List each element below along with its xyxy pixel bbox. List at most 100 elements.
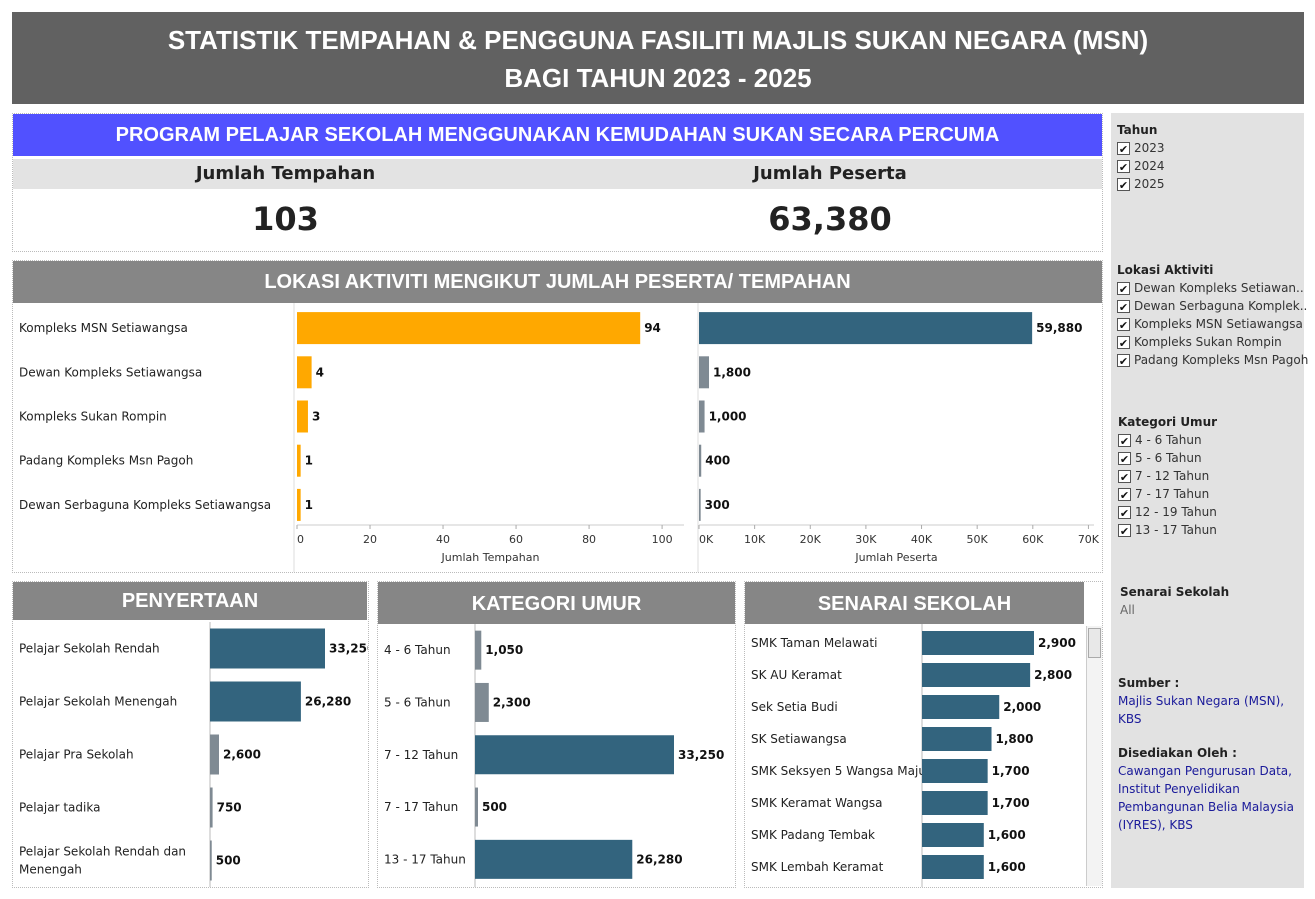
peserta-bar	[699, 488, 701, 521]
checkbox-checked-icon[interactable]: ✔	[1117, 159, 1130, 174]
sekolah-category-label: Sek Setia Budi	[751, 700, 838, 714]
tempahan-value-label: 4	[316, 365, 324, 379]
peserta-tick-label: 50K	[967, 533, 989, 546]
sekolah-bar	[922, 855, 984, 879]
penyertaan-value-label: 750	[217, 801, 242, 815]
filter-umur-item[interactable]: ✔ 7 - 12 Tahun	[1118, 467, 1217, 485]
filter-umur-item[interactable]: ✔ 7 - 17 Tahun	[1118, 485, 1217, 503]
umur-value-label: 500	[482, 800, 507, 814]
checkbox-checked-icon[interactable]: ✔	[1118, 451, 1131, 466]
umur-chart: 4 - 6 Tahun 1,050 5 - 6 Tahun 2,300 7 - 12 T…	[384, 624, 724, 887]
peserta-value-label: 1,800	[713, 365, 751, 379]
filter-tahun: Tahun ✔ 2023 ✔ 2024 ✔ 2025	[1117, 123, 1165, 193]
tempahan-category-label: Dewan Serbaguna Kompleks Setiawangsa	[19, 498, 271, 512]
filter-lokasi-item[interactable]: ✔ Dewan Serbaguna Komplek..	[1117, 297, 1308, 315]
checkbox-checked-icon[interactable]: ✔	[1117, 281, 1130, 296]
filter-lokasi-item[interactable]: ✔ Dewan Kompleks Setiawan..	[1117, 279, 1308, 297]
tempahan-category-label: Padang Kompleks Msn Pagoh	[19, 454, 193, 468]
peserta-value-label: 300	[705, 498, 730, 512]
filter-umur-item[interactable]: ✔ 5 - 6 Tahun	[1118, 449, 1217, 467]
checkbox-checked-icon[interactable]: ✔	[1118, 523, 1131, 538]
sekolah-bar	[922, 759, 988, 783]
umur-value-label: 1,050	[485, 643, 523, 657]
filter-umur-item[interactable]: ✔ 13 - 17 Tahun	[1118, 521, 1217, 539]
checkbox-checked-icon[interactable]: ✔	[1117, 177, 1130, 192]
lokasi-chart: Kompleks MSN Setiawangsa 94 Dewan Kompleks…	[19, 303, 1100, 572]
checkbox-checked-icon[interactable]: ✔	[1118, 433, 1131, 448]
umur-bar	[475, 682, 489, 722]
checkbox-checked-icon[interactable]: ✔	[1117, 353, 1130, 368]
lokasi-banner: LOKASI AKTIVITI MENGIKUT JUMLAH PESERTA/…	[13, 261, 1102, 303]
tempahan-tick-label: 60	[509, 533, 523, 546]
filter-item-label: Dewan Serbaguna Komplek..	[1134, 299, 1308, 313]
filter-sekolah-title: Senarai Sekolah	[1120, 585, 1230, 599]
tempahan-bar	[297, 488, 301, 521]
sekolah-bar	[922, 727, 992, 751]
peserta-tick-label: 60K	[1022, 533, 1044, 546]
checkbox-checked-icon[interactable]: ✔	[1118, 505, 1131, 520]
program-banner: PROGRAM PELAJAR SEKOLAH MENGGUNAKAN KEMU…	[13, 114, 1102, 156]
sekolah-value-label: 2,900	[1038, 636, 1076, 650]
scrollbar-thumb[interactable]	[1088, 628, 1101, 658]
filter-tahun-title: Tahun	[1117, 123, 1158, 137]
sekolah-category-label: SMK Padang Tembak	[751, 828, 875, 842]
program-kpi-panel: PROGRAM PELAJAR SEKOLAH MENGGUNAKAN KEMU…	[12, 113, 1103, 252]
penyertaan-category-label: Pelajar tadika	[19, 801, 100, 815]
tempahan-category-label: Dewan Kompleks Setiawangsa	[19, 365, 202, 379]
tempahan-value-label: 94	[644, 321, 661, 335]
peserta-value-label: 59,880	[1036, 321, 1082, 335]
checkbox-checked-icon[interactable]: ✔	[1117, 299, 1130, 314]
penyertaan-bar	[210, 734, 219, 775]
umur-value-label: 33,250	[678, 748, 724, 762]
peserta-label: Jumlah Peserta	[558, 159, 1102, 189]
filter-umur-item[interactable]: ✔ 4 - 6 Tahun	[1118, 431, 1217, 449]
tempahan-bar	[297, 312, 641, 345]
filter-tahun-item[interactable]: ✔ 2024	[1117, 157, 1165, 175]
filter-item-label: 4 - 6 Tahun	[1135, 433, 1202, 447]
filter-item-label: 12 - 19 Tahun	[1135, 505, 1217, 519]
filter-umur-item[interactable]: ✔ 12 - 19 Tahun	[1118, 503, 1217, 521]
sekolah-panel: SENARAI SEKOLAH SMK Taman Melawati 2,900 S…	[744, 581, 1103, 888]
filter-sekolah-value[interactable]: All	[1120, 603, 1135, 617]
sekolah-banner: SENARAI SEKOLAH	[745, 582, 1084, 624]
checkbox-checked-icon[interactable]: ✔	[1117, 141, 1130, 156]
umur-bar	[475, 735, 674, 775]
filter-lokasi-item[interactable]: ✔ Padang Kompleks Msn Pagoh	[1117, 351, 1308, 369]
source-value: Majlis Sukan Negara (MSN), KBS	[1118, 694, 1285, 726]
filter-lokasi-item[interactable]: ✔ Kompleks Sukan Rompin	[1117, 333, 1308, 351]
penyertaan-value-label: 2,600	[223, 748, 261, 762]
tempahan-axis-title: Jumlah Tempahan	[441, 551, 540, 564]
tempahan-tick-label: 0	[297, 533, 304, 546]
checkbox-checked-icon[interactable]: ✔	[1118, 487, 1131, 502]
sekolah-scrollbar[interactable]	[1086, 626, 1102, 886]
filter-sekolah[interactable]: Senarai Sekolah All	[1120, 585, 1229, 617]
filter-item-label: 5 - 6 Tahun	[1135, 451, 1202, 465]
checkbox-checked-icon[interactable]: ✔	[1118, 469, 1131, 484]
penyertaan-banner: PENYERTAAN	[13, 582, 367, 620]
tempahan-tick-label: 20	[363, 533, 377, 546]
penyertaan-value-label: 33,250	[329, 642, 368, 656]
sekolah-bar	[922, 631, 1034, 655]
umur-category-label: 13 - 17 Tahun	[384, 852, 466, 866]
umur-banner: KATEGORI UMUR	[378, 582, 735, 624]
prepared-label: Disediakan Oleh :	[1118, 746, 1237, 760]
filter-lokasi-item[interactable]: ✔ Kompleks MSN Setiawangsa	[1117, 315, 1308, 333]
sekolah-category-label: SK AU Keramat	[751, 668, 842, 682]
title-line-1: STATISTIK TEMPAHAN & PENGGUNA FASILITI M…	[167, 25, 1149, 55]
filter-item-label: Padang Kompleks Msn Pagoh	[1134, 353, 1309, 367]
checkbox-checked-icon[interactable]: ✔	[1117, 317, 1130, 332]
title-line-2: BAGI TAHUN 2023 - 2025	[504, 63, 812, 93]
sekolah-chart[interactable]: SMK Taman Melawati 2,900 SK AU Keramat 2,80…	[745, 624, 1085, 887]
filter-umur-title: Kategori Umur	[1118, 415, 1218, 429]
umur-bar	[475, 839, 633, 879]
penyertaan-category-label: Pelajar Sekolah Menengah	[19, 695, 177, 709]
peserta-value-label: 400	[705, 454, 730, 468]
peserta-bar	[699, 356, 710, 389]
penyertaan-bar	[210, 787, 213, 828]
checkbox-checked-icon[interactable]: ✔	[1117, 335, 1130, 350]
tempahan-tick-label: 80	[582, 533, 596, 546]
filter-tahun-item[interactable]: ✔ 2023	[1117, 139, 1165, 157]
peserta-bar	[699, 444, 702, 477]
filter-tahun-item[interactable]: ✔ 2025	[1117, 175, 1165, 193]
penyertaan-bar	[210, 628, 325, 669]
